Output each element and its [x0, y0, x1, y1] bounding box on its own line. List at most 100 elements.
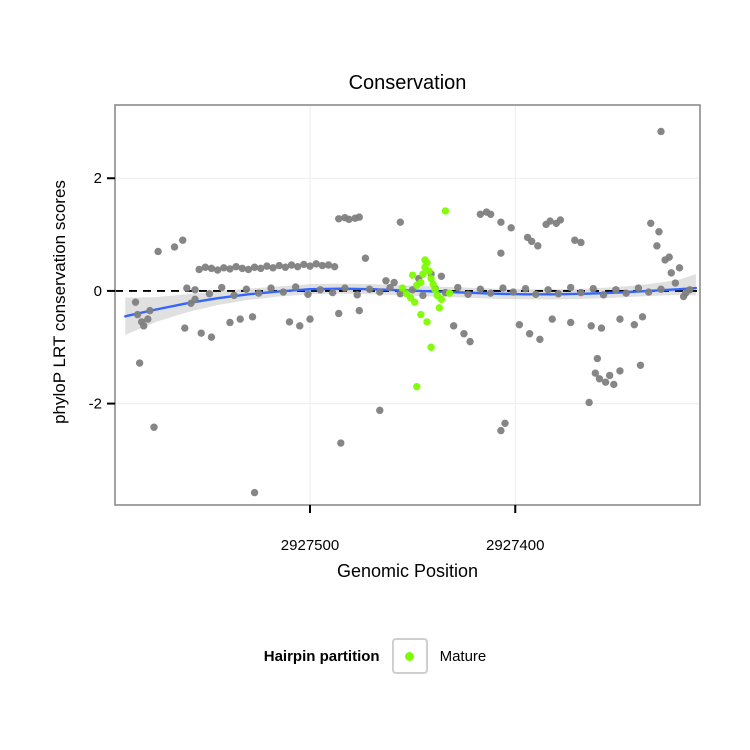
y-tick-label: -2	[89, 396, 102, 413]
data-point-other	[291, 283, 300, 291]
data-point-other	[532, 290, 540, 298]
data-point-other	[244, 265, 253, 274]
data-point-other	[497, 426, 505, 435]
data-point-other	[269, 264, 277, 272]
data-point-other	[501, 419, 509, 428]
data-point-other	[497, 218, 505, 226]
data-point-other	[345, 215, 353, 224]
x-tick-label: 2927400	[486, 537, 544, 554]
data-point-other	[499, 284, 507, 292]
legend-title: Hairpin partition	[263, 647, 380, 665]
data-point-other	[556, 216, 565, 224]
mature-point-icon	[405, 651, 415, 661]
data-point-other	[566, 318, 575, 327]
data-point-other	[679, 292, 688, 301]
data-point-other	[191, 295, 199, 304]
data-point-other	[285, 318, 294, 326]
plot-area: 2 0 -2 2927500 2927400	[89, 104, 701, 554]
data-point-other	[657, 285, 665, 293]
data-point-other	[341, 284, 349, 292]
data-point-other	[686, 286, 694, 294]
data-point-other	[226, 318, 234, 327]
data-point-other	[636, 361, 645, 369]
data-point-other	[486, 210, 495, 218]
data-point-other	[353, 291, 361, 299]
data-point-other	[144, 315, 152, 323]
data-point-mature	[413, 382, 421, 391]
data-point-mature	[441, 207, 450, 215]
data-point-mature	[423, 318, 431, 326]
data-point-mature	[429, 280, 437, 288]
data-point-other	[207, 264, 216, 273]
data-point-other	[591, 369, 600, 377]
data-point-mature	[410, 298, 419, 306]
data-point-other	[665, 253, 673, 261]
data-point-other	[390, 278, 398, 287]
data-point-other	[335, 309, 343, 318]
x-axis-label: Genomic Position	[336, 561, 479, 581]
data-point-other	[287, 261, 296, 269]
data-point-other	[254, 289, 263, 297]
data-point-other	[597, 324, 606, 332]
data-point-other	[476, 285, 485, 293]
data-point-other	[230, 291, 238, 300]
data-point-other	[183, 284, 191, 292]
legend-key-mature	[391, 638, 428, 674]
data-point-other	[593, 354, 602, 363]
data-point-other	[647, 219, 655, 228]
data-point-other	[179, 236, 187, 244]
smooth-confidence-band	[125, 274, 696, 335]
data-point-mature	[417, 310, 425, 319]
data-point-other	[454, 283, 462, 292]
data-point-other	[667, 269, 675, 277]
data-point-other	[655, 228, 663, 236]
data-point-other	[616, 315, 624, 323]
smooth-line	[124, 286, 698, 318]
data-point-other	[150, 423, 158, 431]
data-point-other	[419, 291, 427, 300]
data-point-other	[571, 236, 579, 244]
data-point-other	[312, 260, 320, 268]
data-point-other	[634, 284, 643, 292]
data-point-mature	[435, 304, 444, 312]
data-point-mature	[398, 284, 407, 292]
data-point-other	[396, 218, 405, 226]
data-point-other	[296, 322, 304, 330]
data-point-other	[657, 127, 665, 136]
data-point-other	[195, 265, 203, 274]
data-point-other	[281, 263, 290, 271]
data-point-other	[577, 238, 585, 247]
data-point-other	[316, 286, 324, 294]
data-point-other	[671, 279, 680, 287]
data-point-other	[218, 283, 226, 292]
data-point-other	[437, 272, 446, 280]
y-tick-label: 2	[94, 170, 102, 187]
data-point-other	[213, 266, 222, 274]
data-point-other	[616, 367, 624, 375]
data-point-other	[242, 285, 251, 293]
data-point-mature	[417, 278, 425, 287]
data-point-other	[226, 265, 234, 273]
data-point-mature	[425, 267, 433, 275]
data-point-other	[146, 306, 154, 315]
data-point-other	[612, 286, 620, 294]
x-tick-label: 2927500	[281, 537, 339, 554]
data-point-other	[328, 288, 337, 297]
data-point-other	[207, 333, 216, 341]
data-point-other	[355, 213, 363, 221]
data-point-other	[330, 262, 339, 271]
legend-label-mature: Mature	[439, 647, 487, 665]
data-point-other	[365, 285, 374, 293]
data-point-other	[279, 288, 288, 296]
data-point-other	[521, 284, 530, 293]
data-point-mature	[427, 274, 435, 283]
data-point-other	[630, 321, 639, 329]
data-point-other	[653, 242, 661, 250]
data-point-mature	[431, 286, 439, 294]
data-point-other	[250, 263, 259, 271]
data-point-other	[355, 306, 363, 315]
data-point-other	[460, 330, 468, 338]
data-point-other	[599, 291, 608, 299]
data-point-other	[610, 380, 618, 389]
